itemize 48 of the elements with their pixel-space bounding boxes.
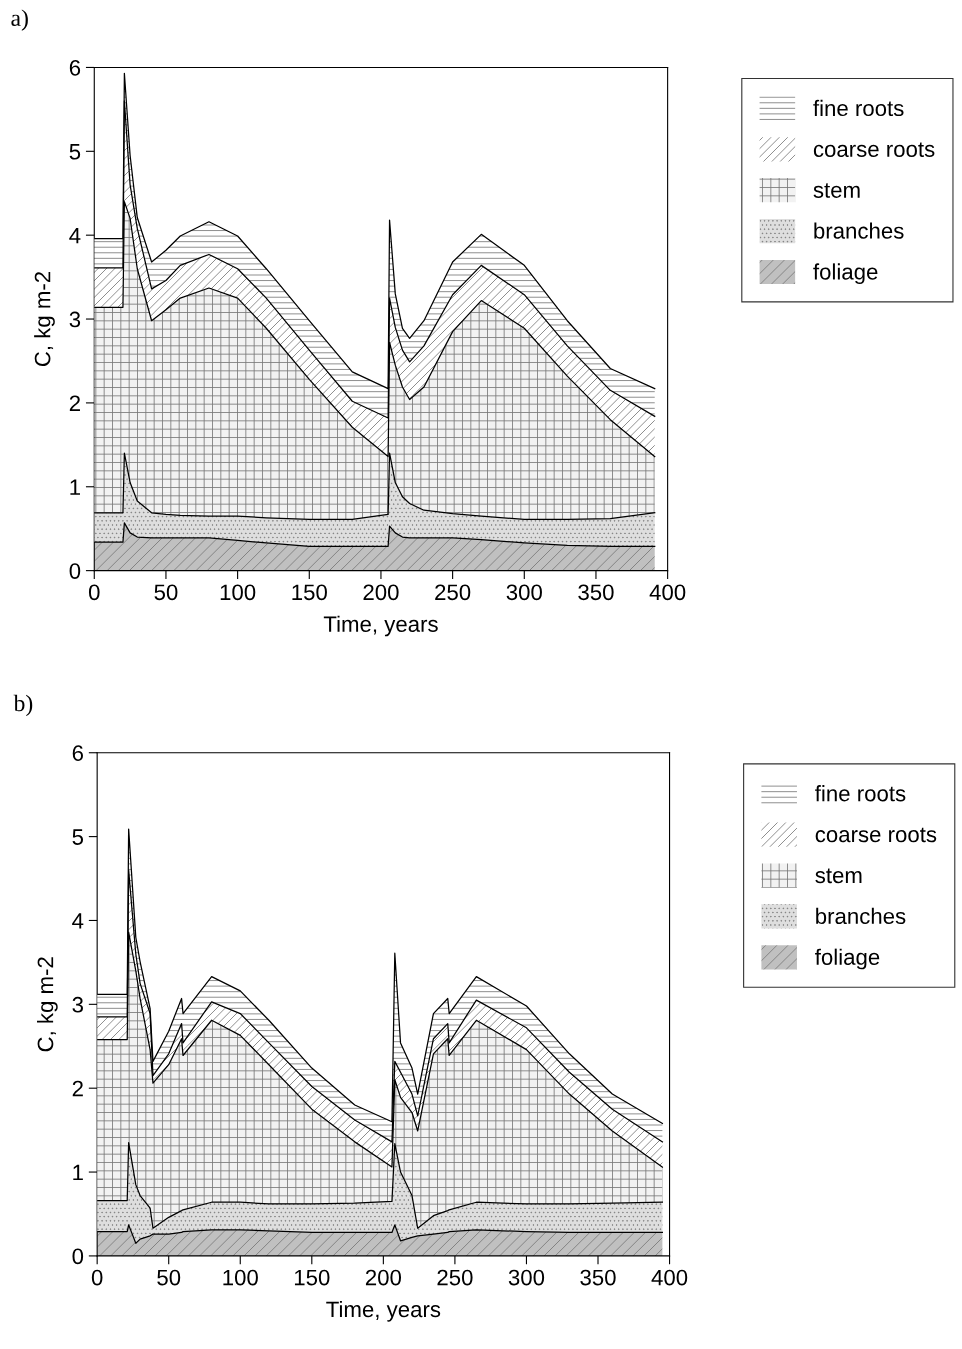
x-tick-label: 250 xyxy=(437,1269,473,1286)
x-tick-label: 350 xyxy=(580,1269,616,1286)
y-tick-label: 3 xyxy=(69,311,81,328)
x-tick-label: 300 xyxy=(508,1269,545,1286)
legend-label: branches xyxy=(814,222,904,239)
y-tick-label: 5 xyxy=(69,144,81,160)
y-tick-label: 4 xyxy=(72,913,84,929)
legend-label: fine roots xyxy=(813,99,904,117)
y-tick-label: 6 xyxy=(69,59,81,76)
x-tick-label: 100 xyxy=(220,584,256,601)
y-tick-label: 0 xyxy=(69,563,81,579)
x-tick-label: 400 xyxy=(651,1269,688,1286)
y-tick-label: 5 xyxy=(72,829,84,845)
x-tick-label: 200 xyxy=(365,1269,402,1286)
x-axis-title: Time, years xyxy=(323,615,438,637)
legend-label: fine roots xyxy=(815,785,906,802)
y-tick-label: 1 xyxy=(70,479,80,495)
x-axis-title: Time, years xyxy=(326,1300,441,1322)
y-tick-label: 2 xyxy=(72,1080,83,1097)
y-tick-label: 4 xyxy=(69,227,81,244)
legend-label: foliage xyxy=(815,948,880,970)
y-tick-label: 1 xyxy=(73,1164,83,1181)
x-tick-label: 0 xyxy=(91,1269,103,1286)
x-tick-label: 100 xyxy=(223,1269,258,1286)
chart-title: b) xyxy=(13,694,33,717)
x-tick-label: 50 xyxy=(154,584,178,601)
y-tick-label: 0 xyxy=(72,1248,84,1265)
legend-label: stem xyxy=(815,868,862,884)
x-tick-label: 0 xyxy=(88,584,100,601)
x-tick-label: 50 xyxy=(157,1269,181,1286)
y-axis-title: C, kg m-2 xyxy=(37,957,58,1052)
x-tick-label: 200 xyxy=(363,584,399,601)
x-tick-label: 150 xyxy=(292,584,327,601)
legend-label: stem xyxy=(813,183,860,198)
x-tick-label: 300 xyxy=(506,584,542,601)
legend-label: branches xyxy=(816,907,906,925)
x-tick-label: 250 xyxy=(435,584,471,601)
x-tick-label: 150 xyxy=(294,1269,330,1286)
y-tick-label: 2 xyxy=(69,395,80,411)
y-axis-title: C, kg m-2 xyxy=(34,272,55,367)
legend-label: coarse roots xyxy=(815,827,937,843)
legend-label: foliage xyxy=(813,263,878,285)
y-tick-label: 6 xyxy=(72,745,83,762)
y-tick-label: 3 xyxy=(72,996,83,1013)
legend-label: coarse roots xyxy=(813,142,935,157)
x-tick-label: 400 xyxy=(649,584,686,601)
chart-title: a) xyxy=(11,9,28,31)
x-tick-label: 350 xyxy=(578,584,614,601)
